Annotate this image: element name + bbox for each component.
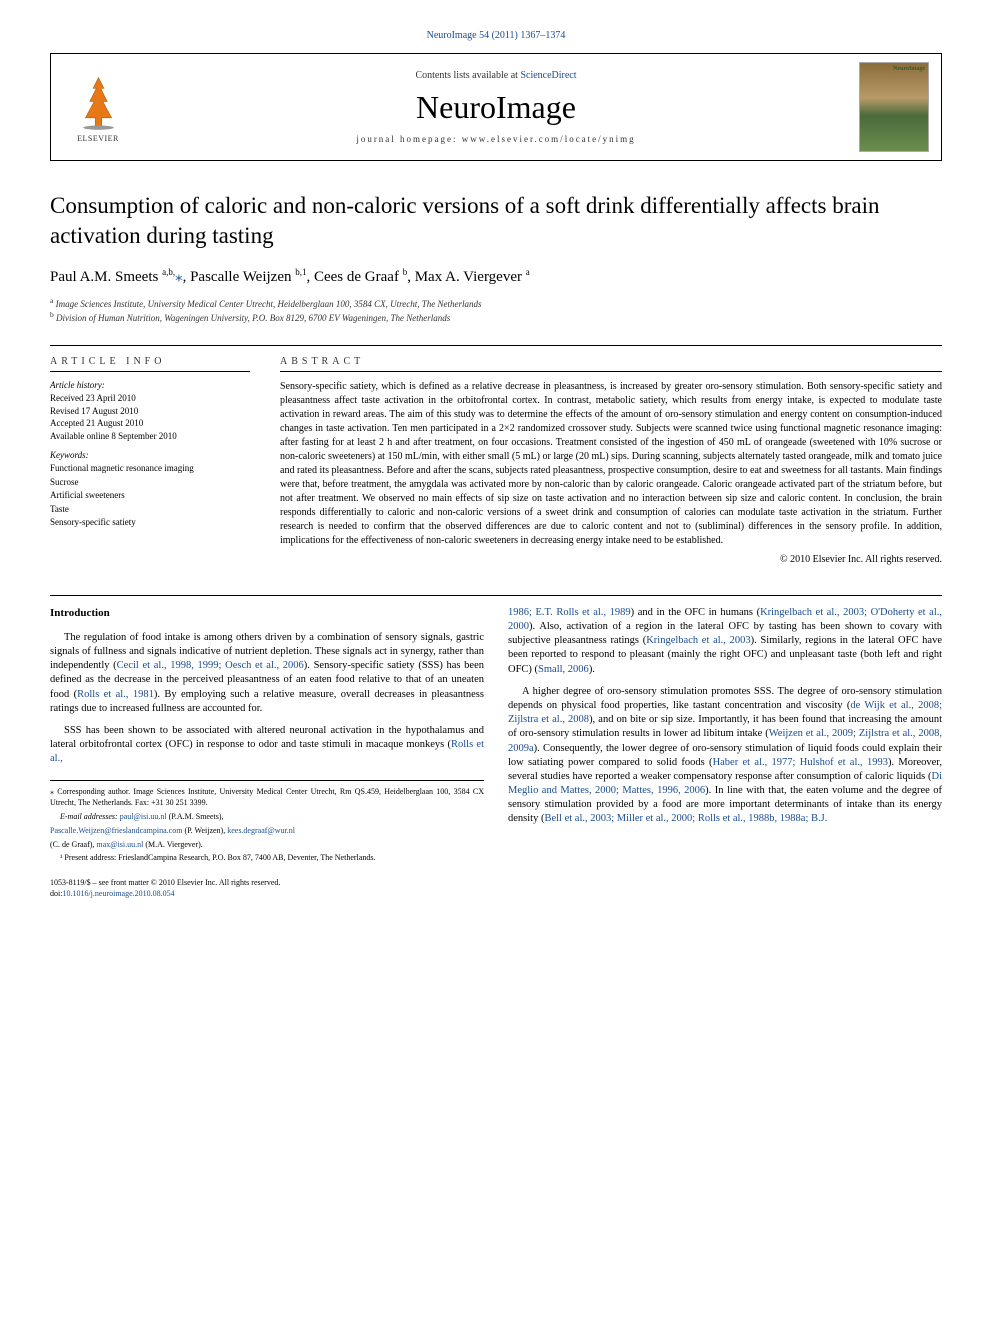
footnotes-block: ⁎ Corresponding author. Image Sciences I… <box>50 780 484 864</box>
history-line: Available online 8 September 2010 <box>50 430 250 443</box>
authors-line: Paul A.M. Smeets a,b,⁎, Pascalle Weijzen… <box>50 267 942 286</box>
article-info-header: article info <box>50 356 250 372</box>
body-paragraph: A higher degree of oro-sensory stimulati… <box>508 685 942 827</box>
email-link[interactable]: Pascalle.Weijzen@frieslandcampina.com <box>50 826 182 835</box>
present-address-note: ¹ Present address: FrieslandCampina Rese… <box>50 853 484 864</box>
info-abstract-row: article info Article history: Received 2… <box>50 356 942 565</box>
email-addresses-line: Pascalle.Weijzen@frieslandcampina.com (P… <box>50 826 484 837</box>
keyword: Artificial sweeteners <box>50 489 250 503</box>
cover-thumb-label: NeuroImage <box>893 66 925 72</box>
keywords-list: Functional magnetic resonance imaging Su… <box>50 462 250 530</box>
email-link[interactable]: max@isi.uu.nl <box>96 840 143 849</box>
divider <box>50 595 942 596</box>
introduction-heading: Introduction <box>50 606 484 621</box>
divider <box>50 345 942 346</box>
elsevier-tree-icon <box>71 72 126 132</box>
citation-link[interactable]: Haber et al., 1977; Hulshof et al., 1993 <box>713 757 888 768</box>
history-line: Received 23 April 2010 <box>50 392 250 405</box>
article-title: Consumption of caloric and non-caloric v… <box>50 191 942 251</box>
doi-line: doi:10.1016/j.neuroimage.2010.08.054 <box>50 889 280 899</box>
header-center: Contents lists available at ScienceDirec… <box>133 70 859 144</box>
body-paragraph: 1986; E.T. Rolls et al., 1989) and in th… <box>508 606 942 677</box>
history-line: Revised 17 August 2010 <box>50 405 250 418</box>
footer-row: 1053-8119/$ – see front matter © 2010 El… <box>50 878 484 899</box>
author: Paul A.M. Smeets a,b,⁎ <box>50 269 183 285</box>
elsevier-logo[interactable]: ELSEVIER <box>63 67 133 147</box>
body-right-column: 1986; E.T. Rolls et al., 1989) and in th… <box>508 606 942 899</box>
footer-left: 1053-8119/$ – see front matter © 2010 El… <box>50 878 280 899</box>
corresponding-note: ⁎ Corresponding author. Image Sciences I… <box>50 787 484 809</box>
keyword: Sensory-specific satiety <box>50 516 250 530</box>
author: , Cees de Graaf b <box>306 269 407 285</box>
citation-link[interactable]: Kringelbach et al., 2003 <box>646 635 750 646</box>
contents-available-line: Contents lists available at ScienceDirec… <box>133 70 859 81</box>
email-link[interactable]: kees.degraaf@wur.nl <box>227 826 295 835</box>
doi-link[interactable]: 10.1016/j.neuroimage.2010.08.054 <box>62 889 174 898</box>
citation-link[interactable]: Bell et al., 2003; Miller et al., 2000; … <box>544 813 827 824</box>
email-addresses-line: E-mail addresses: paul@isi.uu.nl (P.A.M.… <box>50 812 484 823</box>
author: , Max A. Viergever a <box>407 269 530 285</box>
affiliation: b Division of Human Nutrition, Wageninge… <box>50 310 942 325</box>
email-link[interactable]: paul@isi.uu.nl <box>120 812 167 821</box>
emails-label: E-mail addresses: <box>60 812 120 821</box>
journal-cover-thumbnail[interactable]: NeuroImage <box>859 62 929 152</box>
citation-link[interactable]: Small, 2006 <box>538 664 589 675</box>
abstract-copyright: © 2010 Elsevier Inc. All rights reserved… <box>280 554 942 565</box>
contents-prefix: Contents lists available at <box>415 70 520 81</box>
affiliation: a Image Sciences Institute, University M… <box>50 296 942 311</box>
sciencedirect-link[interactable]: ScienceDirect <box>520 70 576 81</box>
citation-link[interactable]: 1986; E.T. Rolls et al., 1989 <box>508 607 631 618</box>
citation-link[interactable]: Cecil et al., 1998, 1999; Oesch et al., … <box>117 660 304 671</box>
journal-reference: NeuroImage 54 (2011) 1367–1374 <box>50 30 942 41</box>
article-info-column: article info Article history: Received 2… <box>50 356 250 565</box>
body-two-column: Introduction The regulation of food inta… <box>50 606 942 899</box>
journal-name: NeuroImage <box>133 89 859 126</box>
journal-homepage-line: journal homepage: www.elsevier.com/locat… <box>133 134 859 144</box>
journal-header-box: ELSEVIER Contents lists available at Sci… <box>50 53 942 161</box>
abstract-text: Sensory-specific satiety, which is defin… <box>280 380 942 548</box>
email-addresses-line: (C. de Graaf), max@isi.uu.nl (M.A. Vierg… <box>50 840 484 851</box>
keywords-label: Keywords: <box>50 450 250 460</box>
body-paragraph: SSS has been shown to be associated with… <box>50 724 484 767</box>
issn-line: 1053-8119/$ – see front matter © 2010 El… <box>50 878 280 888</box>
body-left-column: Introduction The regulation of food inta… <box>50 606 484 899</box>
history-line: Accepted 21 August 2010 <box>50 417 250 430</box>
journal-ref-link[interactable]: NeuroImage 54 (2011) 1367–1374 <box>427 30 566 41</box>
corresponding-star-link[interactable]: ⁎ <box>175 269 183 285</box>
keyword: Taste <box>50 503 250 517</box>
keyword: Sucrose <box>50 476 250 490</box>
keyword: Functional magnetic resonance imaging <box>50 462 250 476</box>
abstract-header: abstract <box>280 356 942 372</box>
author: , Pascalle Weijzen b,1 <box>183 269 307 285</box>
abstract-column: abstract Sensory-specific satiety, which… <box>280 356 942 565</box>
article-history-label: Article history: <box>50 380 250 390</box>
elsevier-label: ELSEVIER <box>77 134 119 143</box>
body-paragraph: The regulation of food intake is among o… <box>50 631 484 716</box>
citation-link[interactable]: Rolls et al., 1981 <box>77 689 154 700</box>
affiliations: a Image Sciences Institute, University M… <box>50 296 942 325</box>
